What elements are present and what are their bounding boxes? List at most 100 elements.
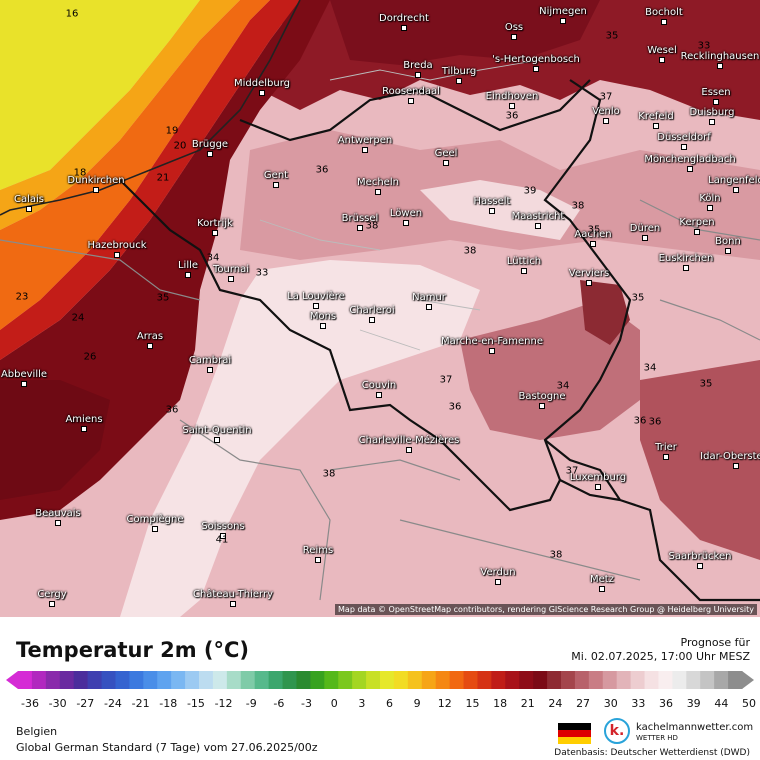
city-marker: [220, 533, 226, 539]
city-label: Idar-Oberstein: [700, 451, 760, 462]
city-marker: [21, 381, 27, 387]
city-marker: [489, 208, 495, 214]
city-label: Saarbrücken: [668, 551, 732, 562]
isotherm-label: 34: [206, 252, 220, 264]
city-label: Bonn: [715, 236, 741, 247]
city-marker: [273, 182, 279, 188]
city-marker: [147, 343, 153, 349]
temp-zone-19-21: [0, 0, 240, 230]
city-label: Lille: [177, 260, 199, 271]
colorbar-segment: [73, 671, 89, 689]
city-marker: [376, 392, 382, 398]
colorbar-segment: [672, 671, 687, 689]
colorbar-segment: [658, 671, 673, 689]
colorbar-segment: [393, 671, 409, 689]
colorbar-segment: [171, 671, 186, 689]
colorbar-segment: [519, 671, 534, 689]
temp-zone-16-18-sea: [0, 0, 200, 190]
colorbar-max-arrow: [742, 671, 754, 689]
colorbar-tick-label: -12: [214, 697, 233, 710]
city-marker: [599, 586, 605, 592]
city-label: Château-Thierry: [192, 589, 274, 600]
temp-zone-31-amiens: [0, 380, 110, 500]
city-label: Metz: [590, 574, 614, 585]
temp-zone-33: [330, 0, 600, 65]
colorbar-segment: [115, 671, 130, 689]
city-label: Dordrecht: [379, 13, 429, 24]
isotherm-label: 20: [173, 140, 187, 152]
city-marker: [725, 248, 731, 254]
colorbar-tick-label: 18: [493, 697, 508, 710]
colorbar-segment: [129, 671, 144, 689]
city-marker: [539, 403, 545, 409]
city-marker: [369, 317, 375, 323]
colorbar-segment: [45, 671, 61, 689]
colorbar-segment: [31, 671, 47, 689]
brand-logo-link[interactable]: k. kachelmannwetter.com WETTER HD: [604, 717, 754, 745]
isotherm-label: 34: [556, 380, 570, 392]
city-marker: [642, 235, 648, 241]
isotherm-label: 36: [315, 164, 329, 176]
city-label: Langenfeld: [708, 175, 760, 186]
city-label: Soissons: [201, 521, 245, 532]
city-label: Duisburg: [689, 107, 735, 118]
brand-name: kachelmannwetter.com: [636, 722, 754, 733]
province-boundaries: [259, 59, 541, 351]
city-label: Beauvais: [35, 508, 81, 519]
colorbar-tick-label: 30: [603, 697, 618, 710]
city-label: Oss: [504, 22, 524, 33]
colorbar-segment: [296, 671, 311, 689]
colorbar-segment: [602, 671, 618, 689]
colorbar-tick-label: 50: [742, 697, 756, 710]
city-label: Geel: [434, 148, 458, 159]
temperature-map[interactable]: Dordrecht Nijmegen Bocholt Oss Wesel Breda Til…: [0, 0, 760, 617]
city-label: Brüssel: [341, 213, 379, 224]
colorbar-tick-label: 33: [631, 697, 646, 710]
city-marker: [489, 348, 495, 354]
colorbar-segment: [282, 671, 297, 689]
city-label: Dunkirchen: [67, 175, 125, 186]
city-marker: [55, 520, 61, 526]
colorbar-segment: [463, 671, 478, 689]
colorbar-segment: [421, 671, 437, 689]
isotherm-label: 19: [165, 125, 179, 137]
city-label: Antwerpen: [337, 135, 393, 146]
isotherm-label: 38: [365, 220, 379, 232]
colorbar-segment: [268, 671, 284, 689]
colorbar-segment: [700, 671, 715, 689]
colorbar-tick-label: 9: [413, 697, 421, 710]
city-label: Roosendaal: [382, 86, 440, 97]
city-label: Cambrai: [188, 355, 232, 366]
city-marker: [81, 426, 87, 432]
colorbar-segment: [644, 671, 659, 689]
city-marker: [694, 229, 700, 235]
flag-stripe-gold: [558, 737, 591, 744]
city-label: La Louvière: [287, 291, 345, 302]
city-marker: [586, 280, 592, 286]
colorbar-segment: [574, 671, 590, 689]
city-label: Essen: [701, 87, 731, 98]
colorbar-segment: [199, 671, 214, 689]
city-label: Venlo: [592, 106, 620, 117]
isotherm-label: 35: [699, 378, 713, 390]
city-marker: [495, 579, 501, 585]
colorbar-tick-label: 12: [437, 697, 452, 710]
colorbar-segment: [226, 671, 242, 689]
isotherm-label: 36: [165, 404, 179, 416]
colorbar-min-arrow: [6, 671, 18, 689]
colorbar-segment: [477, 671, 492, 689]
city-label: Compiègne: [126, 514, 184, 525]
city-marker: [443, 160, 449, 166]
temp-zone-21-24: [0, 0, 270, 330]
colorbar-segment: [338, 671, 353, 689]
city-marker: [315, 557, 321, 563]
city-marker: [114, 252, 120, 258]
colorbar-segment: [616, 671, 632, 689]
city-label: Trier: [655, 442, 677, 453]
colorbar-segment: [212, 671, 228, 689]
city-marker: [185, 272, 191, 278]
colorbar-segment: [59, 671, 75, 689]
city-marker: [535, 223, 541, 229]
city-label: Aachen: [574, 229, 612, 240]
temp-zone-35-east: [640, 360, 760, 560]
